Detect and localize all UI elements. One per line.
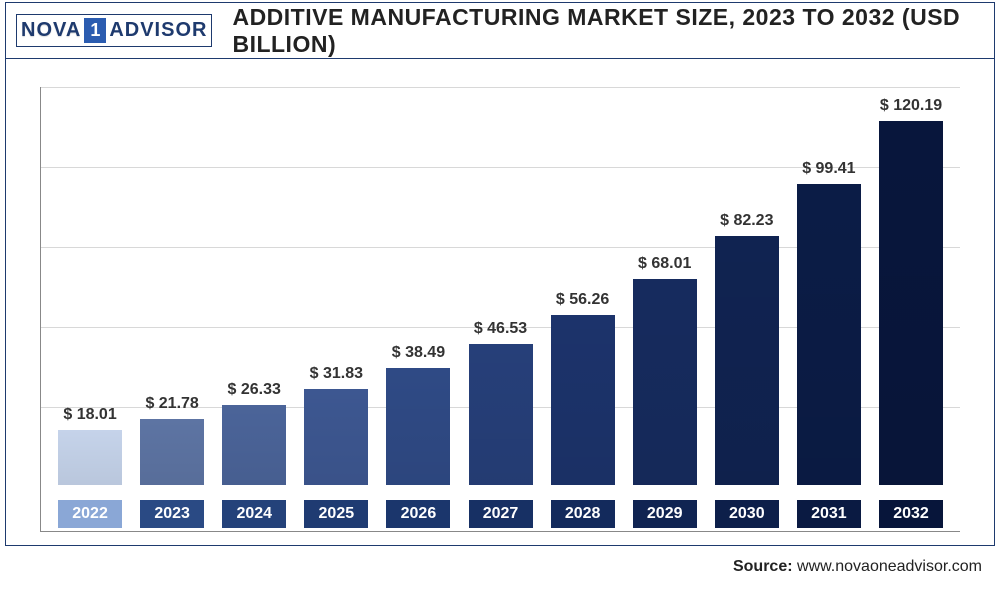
bar-value-label: $ 18.01 (63, 406, 116, 424)
bar-slot: $ 26.33 (213, 85, 295, 485)
x-axis-year: 2032 (879, 500, 943, 528)
header: NOVA 1 ADVISOR ADDITIVE MANUFACTURING MA… (6, 3, 994, 59)
bar-rect (715, 236, 779, 485)
x-axis-year: 2026 (386, 500, 450, 528)
source-url: www.novaoneadvisor.com (797, 558, 982, 575)
bar-slot: $ 99.41 (788, 85, 870, 485)
bar-slot: $ 56.26 (542, 85, 624, 485)
x-axis-year: 2024 (222, 500, 286, 528)
bar-value-label: $ 26.33 (228, 381, 281, 399)
bars-container: $ 18.01 $ 21.78 $ 26.33 $ 31.83 $ 38.49 $ 46.… (41, 85, 960, 485)
x-label-slot: 2026 (377, 491, 459, 531)
source-line: Source: www.novaoneadvisor.com (733, 558, 982, 576)
x-axis-year: 2031 (797, 500, 861, 528)
bar-slot: $ 38.49 (377, 85, 459, 485)
bar-rect (551, 315, 615, 485)
bar-rect (304, 389, 368, 485)
bar-value-label: $ 31.83 (310, 365, 363, 383)
chart-title: ADDITIVE MANUFACTURING MARKET SIZE, 2023… (232, 4, 984, 58)
x-axis-year: 2028 (551, 500, 615, 528)
bar-slot: $ 82.23 (706, 85, 788, 485)
bar-slot: $ 68.01 (624, 85, 706, 485)
x-label-slot: 2024 (213, 491, 295, 531)
x-axis-year: 2030 (715, 500, 779, 528)
x-label-slot: 2029 (624, 491, 706, 531)
bar-rect (797, 184, 861, 485)
logo: NOVA 1 ADVISOR (16, 14, 212, 47)
bar-value-label: $ 46.53 (474, 320, 527, 338)
x-axis-year: 2023 (140, 500, 204, 528)
x-axis-year: 2029 (633, 500, 697, 528)
chart-card: NOVA 1 ADVISOR ADDITIVE MANUFACTURING MA… (5, 2, 995, 546)
x-label-slot: 2025 (295, 491, 377, 531)
x-label-slot: 2031 (788, 491, 870, 531)
bar-slot: $ 18.01 (49, 85, 131, 485)
chart-area: $ 18.01 $ 21.78 $ 26.33 $ 31.83 $ 38.49 $ 46.… (40, 87, 960, 532)
bar-rect (222, 405, 286, 485)
source-label: Source: (733, 558, 793, 575)
x-label-slot: 2032 (870, 491, 952, 531)
bar-value-label: $ 21.78 (145, 395, 198, 413)
bar-value-label: $ 82.23 (720, 212, 773, 230)
x-axis-year: 2022 (58, 500, 122, 528)
bar-rect (633, 279, 697, 485)
x-label-slot: 2023 (131, 491, 213, 531)
bar-value-label: $ 120.19 (880, 97, 942, 115)
bar-value-label: $ 68.01 (638, 255, 691, 273)
bar-value-label: $ 99.41 (802, 160, 855, 178)
bar-rect (879, 121, 943, 485)
bar-slot: $ 46.53 (459, 85, 541, 485)
bar-slot: $ 120.19 (870, 85, 952, 485)
x-axis-year: 2027 (469, 500, 533, 528)
bar-rect (140, 419, 204, 485)
bar-slot: $ 21.78 (131, 85, 213, 485)
x-label-slot: 2028 (542, 491, 624, 531)
x-axis-labels: 2022 2023 2024 2025 2026 2027 2028 2029 2030 2031… (41, 491, 960, 531)
bar-slot: $ 31.83 (295, 85, 377, 485)
bar-value-label: $ 38.49 (392, 344, 445, 362)
logo-right: ADVISOR (109, 19, 207, 42)
x-label-slot: 2022 (49, 491, 131, 531)
logo-left: NOVA (21, 19, 81, 42)
bar-rect (386, 368, 450, 485)
bar-value-label: $ 56.26 (556, 291, 609, 309)
bar-rect (469, 344, 533, 485)
logo-box: 1 (84, 18, 106, 43)
bar-rect (58, 430, 122, 485)
x-label-slot: 2027 (459, 491, 541, 531)
x-label-slot: 2030 (706, 491, 788, 531)
x-axis-year: 2025 (304, 500, 368, 528)
